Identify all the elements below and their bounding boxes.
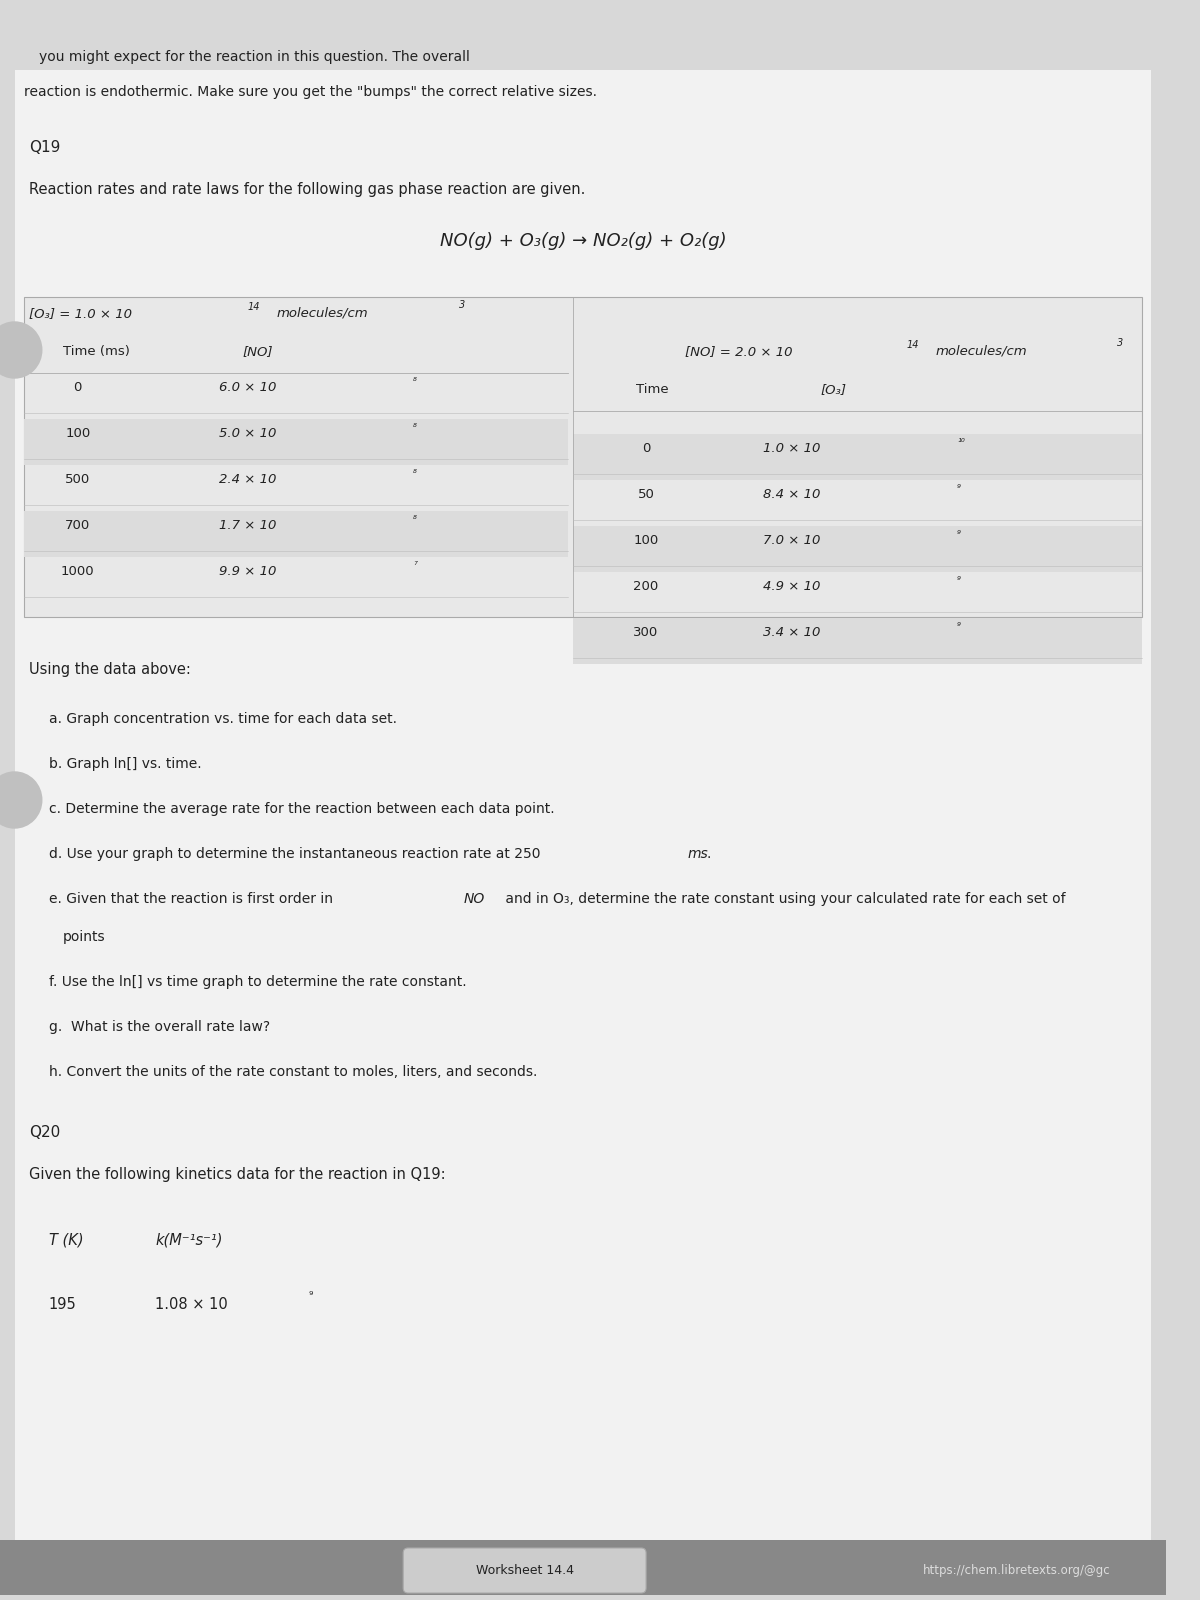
Text: ms: ms: [688, 846, 709, 861]
Text: 6.0 × 10: 6.0 × 10: [218, 381, 276, 394]
Text: 1.0 × 10: 1.0 × 10: [763, 442, 820, 454]
Text: ⁹: ⁹: [956, 530, 961, 541]
Text: Q20: Q20: [29, 1125, 60, 1141]
Text: a. Graph concentration vs. time for each data set.: a. Graph concentration vs. time for each…: [48, 712, 396, 726]
Text: [NO]: [NO]: [242, 346, 274, 358]
Circle shape: [0, 322, 42, 378]
FancyBboxPatch shape: [24, 298, 1141, 618]
FancyBboxPatch shape: [14, 70, 1151, 1550]
Text: ⁹: ⁹: [956, 622, 961, 632]
FancyBboxPatch shape: [0, 1539, 1166, 1595]
Text: ⁸: ⁸: [413, 378, 416, 387]
Text: Time: Time: [636, 382, 668, 397]
Text: 8.4 × 10: 8.4 × 10: [763, 488, 820, 501]
Text: 0: 0: [642, 442, 650, 454]
Text: ⁹: ⁹: [956, 576, 961, 586]
Text: 4.9 × 10: 4.9 × 10: [763, 581, 820, 594]
Text: you might expect for the reaction in this question. The overall: you might expect for the reaction in thi…: [38, 50, 469, 64]
Text: [O₃]: [O₃]: [821, 382, 847, 397]
Text: 500: 500: [65, 474, 90, 486]
Text: Reaction rates and rate laws for the following gas phase reaction are given.: Reaction rates and rate laws for the fol…: [29, 182, 586, 197]
FancyBboxPatch shape: [574, 526, 1141, 573]
Text: 1000: 1000: [61, 565, 95, 578]
Text: Given the following kinetics data for the reaction in Q19:: Given the following kinetics data for th…: [29, 1166, 445, 1182]
Text: Q19: Q19: [29, 141, 60, 155]
Text: Using the data above:: Using the data above:: [29, 662, 191, 677]
Text: 9.9 × 10: 9.9 × 10: [218, 565, 276, 578]
Text: 100: 100: [634, 534, 659, 547]
Text: molecules/cm: molecules/cm: [277, 307, 368, 320]
Text: Time (ms): Time (ms): [64, 346, 130, 358]
FancyBboxPatch shape: [24, 510, 569, 557]
Text: 5.0 × 10: 5.0 × 10: [218, 427, 276, 440]
Text: [O₃] = 1.0 × 10: [O₃] = 1.0 × 10: [29, 307, 132, 320]
Text: 14: 14: [247, 302, 260, 312]
Text: ¹⁰: ¹⁰: [956, 438, 965, 448]
Text: c. Determine the average rate for the reaction between each data point.: c. Determine the average rate for the re…: [48, 802, 554, 816]
Text: 3: 3: [1117, 338, 1123, 349]
Text: .: .: [707, 846, 710, 861]
Text: 1.08 × 10: 1.08 × 10: [156, 1298, 228, 1312]
Text: https://chem.libretexts.org/@gc: https://chem.libretexts.org/@gc: [923, 1565, 1110, 1578]
Text: h. Convert the units of the rate constant to moles, liters, and seconds.: h. Convert the units of the rate constan…: [48, 1066, 536, 1078]
FancyBboxPatch shape: [574, 434, 1141, 480]
Text: ⁸: ⁸: [413, 515, 416, 525]
Text: ⁹: ⁹: [956, 485, 961, 494]
Text: ⁹: ⁹: [308, 1291, 313, 1301]
Text: b. Graph ln[] vs. time.: b. Graph ln[] vs. time.: [48, 757, 202, 771]
Text: NO(g) + O₃(g) → NO₂(g) + O₂(g): NO(g) + O₃(g) → NO₂(g) + O₂(g): [439, 232, 726, 250]
Text: 3.4 × 10: 3.4 × 10: [763, 626, 820, 638]
Text: 200: 200: [634, 581, 659, 594]
Text: points: points: [64, 930, 106, 944]
Text: T (K): T (K): [48, 1232, 83, 1246]
Text: ⁸: ⁸: [413, 469, 416, 478]
Text: 7.0 × 10: 7.0 × 10: [763, 534, 820, 547]
Text: Worksheet 14.4: Worksheet 14.4: [475, 1565, 574, 1578]
Text: e. Given that the reaction is first order in: e. Given that the reaction is first orde…: [48, 893, 337, 906]
Text: 1.7 × 10: 1.7 × 10: [218, 518, 276, 533]
Text: [NO] = 2.0 × 10: [NO] = 2.0 × 10: [685, 346, 792, 358]
FancyBboxPatch shape: [24, 419, 569, 466]
Text: d. Use your graph to determine the instantaneous reaction rate at 250: d. Use your graph to determine the insta…: [48, 846, 545, 861]
FancyBboxPatch shape: [403, 1549, 646, 1594]
Text: 700: 700: [65, 518, 90, 533]
Text: 3: 3: [458, 301, 464, 310]
Text: NO: NO: [464, 893, 485, 906]
Text: k(M⁻¹s⁻¹): k(M⁻¹s⁻¹): [156, 1232, 223, 1246]
Text: ⁸: ⁸: [413, 422, 416, 434]
Text: 14: 14: [906, 341, 919, 350]
Text: 50: 50: [637, 488, 654, 501]
Text: 0: 0: [73, 381, 82, 394]
Text: molecules/cm: molecules/cm: [936, 346, 1027, 358]
Text: 300: 300: [634, 626, 659, 638]
Text: reaction is endothermic. Make sure you get the "bumps" the correct relative size: reaction is endothermic. Make sure you g…: [24, 85, 598, 99]
Text: f. Use the ln[] vs time graph to determine the rate constant.: f. Use the ln[] vs time graph to determi…: [48, 974, 467, 989]
Text: 2.4 × 10: 2.4 × 10: [218, 474, 276, 486]
FancyBboxPatch shape: [574, 618, 1141, 664]
Circle shape: [0, 773, 42, 829]
Text: and in O₃, determine the rate constant using your calculated rate for each set o: and in O₃, determine the rate constant u…: [500, 893, 1066, 906]
Text: 195: 195: [48, 1298, 77, 1312]
Text: ⁷: ⁷: [413, 562, 416, 571]
Text: g.  What is the overall rate law?: g. What is the overall rate law?: [48, 1021, 270, 1034]
Text: 100: 100: [65, 427, 90, 440]
